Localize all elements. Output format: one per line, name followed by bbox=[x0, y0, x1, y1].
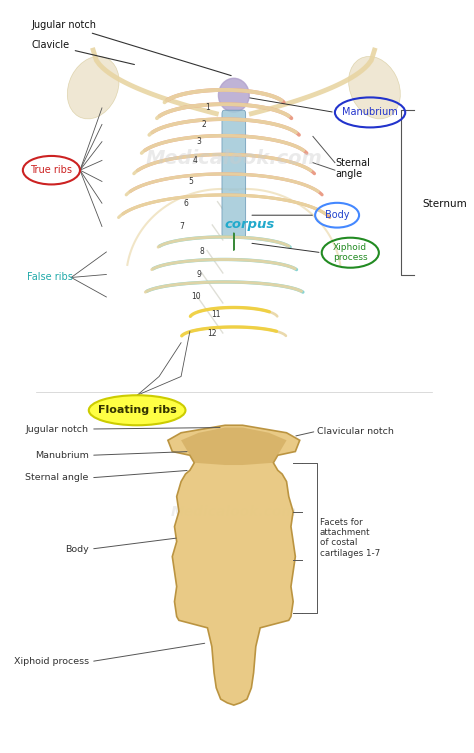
Text: Body: Body bbox=[65, 544, 89, 553]
Ellipse shape bbox=[67, 56, 119, 119]
Ellipse shape bbox=[89, 395, 185, 425]
Text: 1: 1 bbox=[206, 103, 210, 112]
Text: Body: Body bbox=[325, 210, 349, 220]
Polygon shape bbox=[181, 428, 287, 465]
Text: Xiphoid process: Xiphoid process bbox=[14, 657, 89, 666]
Text: 7: 7 bbox=[179, 222, 184, 231]
Polygon shape bbox=[168, 425, 300, 705]
Text: 12: 12 bbox=[207, 329, 217, 338]
Text: 10: 10 bbox=[191, 292, 201, 301]
Text: 5: 5 bbox=[188, 177, 193, 186]
Text: 3: 3 bbox=[197, 137, 201, 146]
Ellipse shape bbox=[219, 78, 249, 112]
Text: Clavicle: Clavicle bbox=[32, 40, 135, 65]
Text: Sternal angle: Sternal angle bbox=[26, 474, 89, 482]
Text: Floating ribs: Floating ribs bbox=[98, 405, 176, 415]
Text: False ribs: False ribs bbox=[27, 273, 73, 282]
FancyBboxPatch shape bbox=[222, 110, 246, 238]
Text: Xiphoid
process: Xiphoid process bbox=[333, 243, 368, 262]
Text: Clavicular notch: Clavicular notch bbox=[317, 427, 394, 436]
Text: corpus: corpus bbox=[224, 218, 274, 230]
Text: Sternal
angle: Sternal angle bbox=[335, 158, 370, 179]
Text: Manubrium: Manubrium bbox=[35, 451, 89, 460]
Text: Jugular notch: Jugular notch bbox=[26, 425, 89, 434]
Text: 11: 11 bbox=[211, 309, 221, 319]
Ellipse shape bbox=[348, 56, 401, 119]
Text: Medicalook.com: Medicalook.com bbox=[146, 149, 322, 169]
Text: 2: 2 bbox=[201, 120, 206, 129]
Text: 4: 4 bbox=[192, 156, 197, 165]
Text: Sternum: Sternum bbox=[423, 199, 467, 209]
Text: 9: 9 bbox=[197, 270, 202, 279]
Text: Facets for
attachment
of costal
cartilages 1-7: Facets for attachment of costal cartilag… bbox=[319, 518, 380, 558]
Text: Manubrium: Manubrium bbox=[342, 108, 398, 117]
Text: True ribs: True ribs bbox=[30, 165, 73, 175]
Text: Jugular notch: Jugular notch bbox=[32, 20, 231, 75]
Text: 6: 6 bbox=[184, 199, 189, 208]
Text: 8: 8 bbox=[200, 248, 205, 257]
Text: Medicalook.com: Medicalook.com bbox=[171, 505, 297, 519]
